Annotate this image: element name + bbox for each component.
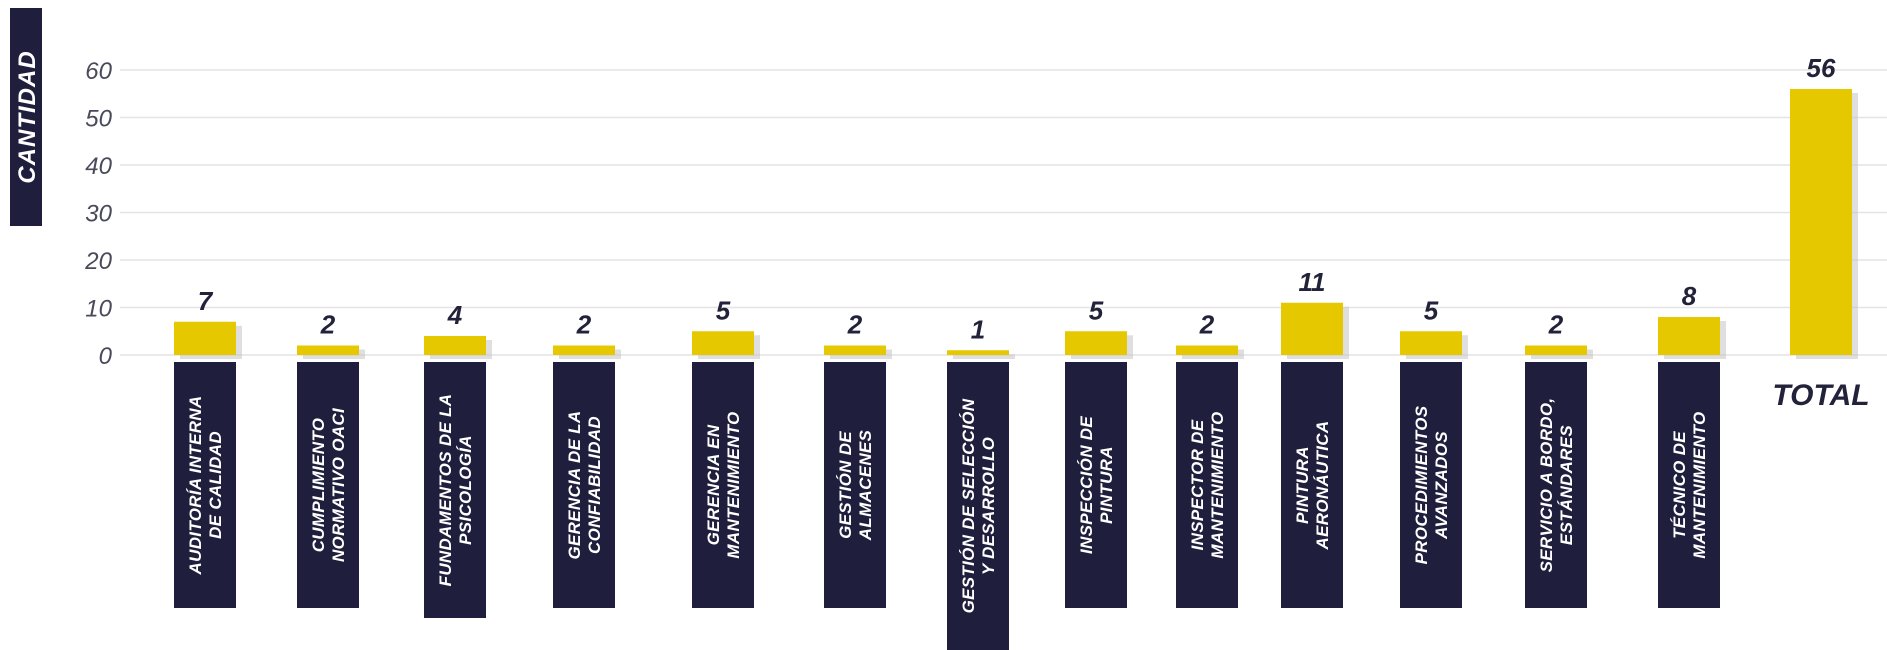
category-label-line: INSPECCIÓN DE (1077, 416, 1096, 554)
bar (824, 345, 886, 355)
category-label: CUMPLIMIENTONORMATIVO OACI (309, 407, 348, 562)
y-tick-label: 0 (99, 343, 113, 370)
category-label: PROCEDIMIENTOSAVANZADOS (1412, 405, 1451, 564)
category-label-box (947, 362, 1009, 650)
y-tick-label: 60 (85, 58, 112, 85)
category-label: GESTIÓN DE SELECCIÓNY DESARROLLO (959, 398, 998, 613)
category-label-line: MANTENIMIENTO (724, 411, 743, 558)
category-label-line: NORMATIVO OACI (329, 407, 348, 562)
bar-value-label: 2 (576, 310, 592, 340)
category-label: FUNDAMENTOS DE LAPSICOLOGÍA (436, 394, 475, 587)
bar-value-label: 5 (1424, 295, 1439, 325)
category-label-line: GERENCIA EN (704, 424, 723, 545)
category-label-line: CUMPLIMIENTO (309, 418, 328, 553)
category-label-line: SERVICIO A BORDO, (1537, 398, 1556, 573)
bar (1400, 331, 1462, 355)
category-label-line: ESTÁNDARES (1557, 425, 1576, 545)
bar (1658, 317, 1720, 355)
category-label: INSPECCIÓN DEPINTURA (1077, 416, 1116, 554)
category-label-box (174, 362, 236, 608)
gridlines (120, 69, 1887, 356)
bar (553, 345, 615, 355)
bars: 7 2 4 2 5 2 1 5 2 11 5 2 8 56 (174, 53, 1858, 359)
category-label: GERENCIA ENMANTENIMIENTO (704, 411, 743, 558)
y-tick-label: 20 (84, 248, 112, 275)
category-label-box (1658, 362, 1720, 608)
bar (174, 321, 236, 355)
category-label-line: GESTIÓN DE (836, 431, 855, 539)
bar-value-label: 2 (1548, 310, 1564, 340)
category-label-box (1281, 362, 1343, 608)
total-bar (1790, 89, 1852, 355)
bar-value-label: 5 (1089, 295, 1104, 325)
category-label: AUDITORÍA INTERNADE CALIDAD (186, 396, 225, 576)
category-label-box (1065, 362, 1127, 608)
y-axis-label-box (10, 8, 42, 226)
category-label: GERENCIA DE LACONFIABILIDAD (565, 410, 604, 559)
bar-value-label: 4 (447, 300, 463, 330)
y-axis-ticks: 0 10 20 30 40 50 60 (84, 58, 112, 370)
category-label-box (424, 362, 486, 618)
y-axis-label-text: CANTIDAD (14, 50, 41, 183)
category-label-line: INSPECTOR DE (1188, 419, 1207, 550)
category-label-line: GESTIÓN DE SELECCIÓN (959, 398, 978, 613)
y-tick-label: 50 (85, 106, 112, 133)
category-label: TÉCNICO DEMANTENIMIENTO (1670, 411, 1709, 558)
bar-value-label: 2 (320, 310, 336, 340)
category-label-line: ALMACENES (856, 429, 875, 541)
category-label-box (297, 362, 359, 608)
category-label-line: AVANZADOS (1432, 431, 1451, 540)
category-label-line: AUDITORÍA INTERNA (186, 396, 205, 576)
category-label: INSPECTOR DEMANTENIMIENTO (1188, 411, 1227, 558)
total-value-label: 56 (1807, 53, 1836, 83)
category-label-box (1400, 362, 1462, 608)
category-label-box (553, 362, 615, 608)
bar (692, 331, 754, 355)
category-label-line: AERONÁUTICA (1313, 421, 1332, 551)
bar-value-label: 1 (971, 314, 985, 344)
y-tick-label: 40 (85, 153, 112, 180)
category-label-line: PSICOLOGÍA (456, 435, 475, 545)
category-label-box (1176, 362, 1238, 608)
total-label: TOTAL (1772, 379, 1869, 412)
bar (1176, 345, 1238, 355)
bar-value-label: 2 (847, 310, 863, 340)
category-label-line: PINTURA (1293, 446, 1312, 524)
bar-value-label: 5 (716, 295, 731, 325)
bar-shadow (953, 354, 1015, 359)
category-label-line: FUNDAMENTOS DE LA (436, 394, 455, 587)
category-label-line: TÉCNICO DE (1670, 431, 1689, 539)
category-label-line: MANTENIMIENTO (1208, 411, 1227, 558)
category-label-line: DE CALIDAD (206, 431, 225, 539)
y-axis-label: CANTIDAD (10, 8, 42, 226)
category-label: SERVICIO A BORDO,ESTÁNDARES (1537, 398, 1576, 573)
category-labels: AUDITORÍA INTERNADE CALIDAD CUMPLIMIENTON… (174, 362, 1870, 650)
category-label-line: PROCEDIMIENTOS (1412, 405, 1431, 564)
category-label-line: MANTENIMIENTO (1690, 411, 1709, 558)
y-tick-label: 10 (85, 296, 112, 323)
bar-value-label: 11 (1299, 267, 1326, 297)
bar-value-label: 2 (1199, 310, 1215, 340)
category-label-box (692, 362, 754, 608)
bar-value-label: 8 (1682, 281, 1697, 311)
bar (424, 336, 486, 355)
category-label-line: PINTURA (1097, 446, 1116, 524)
bar (297, 345, 359, 355)
category-label-box (824, 362, 886, 608)
bar (1525, 345, 1587, 355)
y-tick-label: 30 (85, 201, 112, 228)
category-label-line: GERENCIA DE LA (565, 410, 584, 559)
category-label-line: Y DESARROLLO (979, 437, 998, 575)
bar (1065, 331, 1127, 355)
category-label-line: CONFIABILIDAD (585, 416, 604, 554)
category-label: PINTURAAERONÁUTICA (1293, 421, 1332, 551)
category-label: GESTIÓN DEALMACENES (836, 429, 875, 541)
bar (947, 350, 1009, 355)
bar-value-label: 7 (198, 286, 214, 316)
category-label-box (1525, 362, 1587, 608)
bar (1281, 302, 1343, 355)
